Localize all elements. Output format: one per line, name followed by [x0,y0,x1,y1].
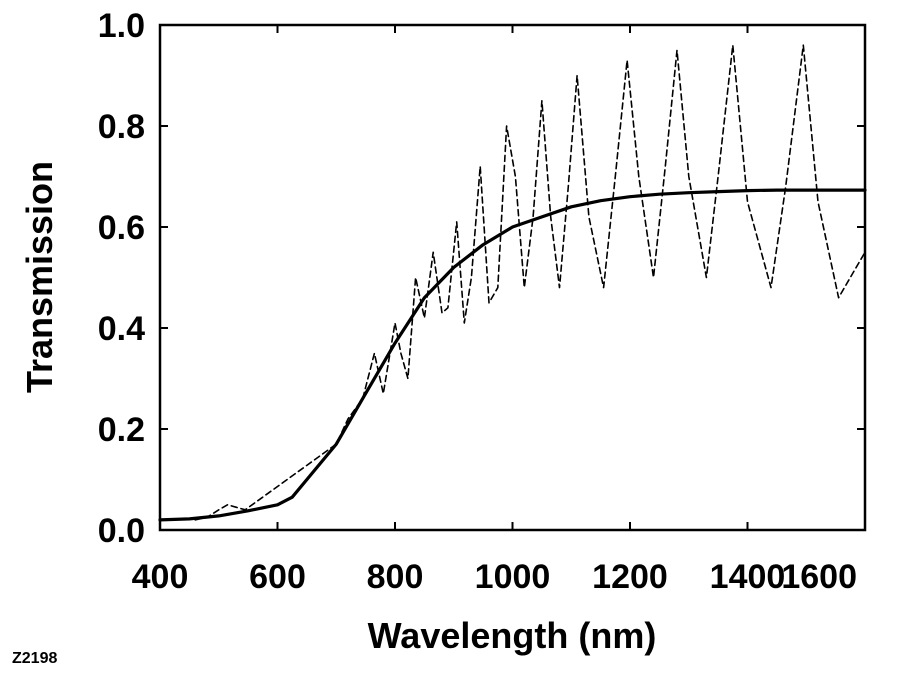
y-axis-title: Transmission [19,161,60,393]
y-tick-labels: 0.0 0.2 0.4 0.6 0.8 1.0 [98,7,145,550]
x-tick-label: 400 [132,558,189,596]
figure-id-label: Z2198 [12,650,57,667]
x-axis-title: Wavelength (nm) [368,615,657,656]
y-tick-label: 0.6 [98,209,145,247]
y-tick-label: 1.0 [98,7,145,45]
x-tick-label: 1000 [475,558,551,596]
x-tick-label: 1400 [710,558,786,596]
series-line-solid [158,188,867,522]
plot-area-frame [158,23,867,532]
x-tick-label: 800 [367,558,424,596]
tick-marks [159,24,866,531]
y-tick-label: 0.2 [98,411,145,449]
x-tick-label: 600 [249,558,306,596]
y-tick-label: 0.4 [98,310,145,348]
x-tick-label: 1200 [592,558,668,596]
series-group [158,44,867,522]
x-tick-label: 1600 [781,558,857,596]
y-tick-label: 0.0 [98,512,145,550]
y-tick-label: 0.8 [98,108,145,146]
series-line-dashed [194,44,866,521]
